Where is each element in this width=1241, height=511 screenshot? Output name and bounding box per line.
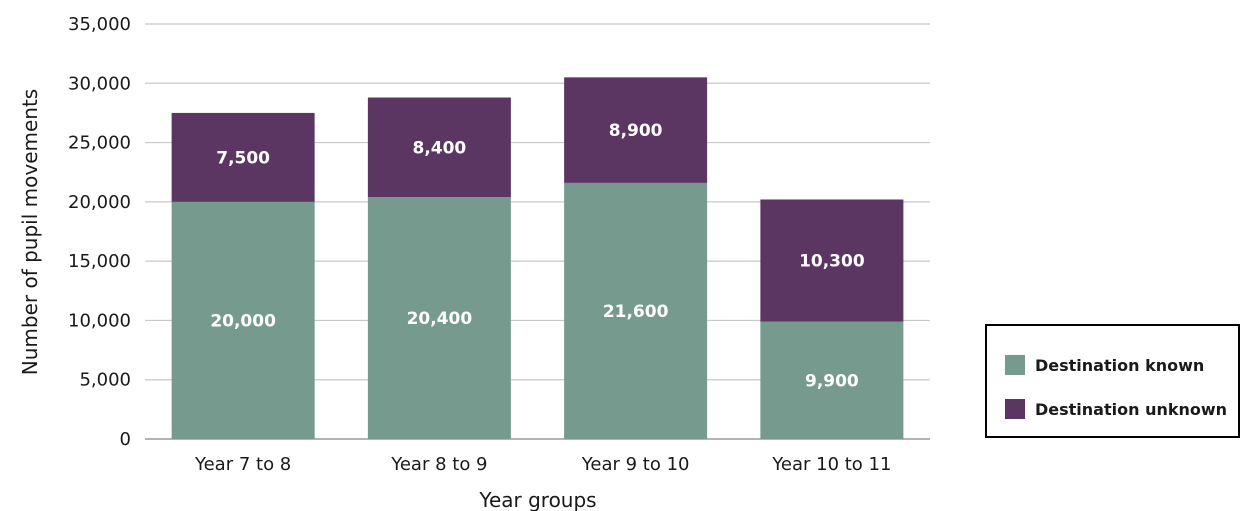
y-axis-title: Number of pupil movements — [18, 89, 42, 375]
data-label-destination-known: 9,900 — [805, 371, 859, 391]
y-tick-label: 0 — [120, 429, 131, 450]
data-label-destination-unknown: 8,900 — [609, 121, 663, 141]
x-tick-label: Year 8 to 9 — [390, 454, 487, 475]
data-label-destination-unknown: 10,300 — [799, 252, 865, 272]
bar-destination-unknown-year-8-to-9 — [367, 97, 511, 198]
y-tick-label: 25,000 — [68, 133, 131, 154]
y-tick-label: 15,000 — [68, 251, 131, 272]
legend-item-destination-unknown: Destination unknown — [1005, 399, 1227, 419]
bar-destination-unknown-year-10-to-11 — [760, 199, 904, 322]
y-tick-label: 10,000 — [68, 310, 131, 331]
legend-label-destination-unknown: Destination unknown — [1035, 399, 1228, 419]
bar-data-labels: 20,000 7,500 20,400 8,400 21,600 8,900 9,900 10… — [210, 121, 865, 391]
x-axis-title: Year groups — [478, 488, 596, 511]
y-tick-label: 30,000 — [68, 73, 131, 94]
legend: Destination known Destination unknown — [985, 324, 1240, 438]
data-label-destination-known: 21,600 — [603, 302, 669, 322]
legend-swatch-destination-unknown — [1005, 399, 1025, 419]
bar-destination-known-year-7-to-8 — [171, 201, 315, 439]
bar-destination-known-year-10-to-11 — [760, 321, 904, 439]
y-tick-label: 20,000 — [68, 192, 131, 213]
legend-swatch-destination-known — [1005, 355, 1025, 375]
bar-destination-known-year-8-to-9 — [367, 197, 511, 439]
bar-destination-unknown-year-7-to-8 — [171, 112, 315, 202]
data-label-destination-known: 20,000 — [210, 311, 276, 331]
legend-label-destination-known: Destination known — [1035, 355, 1205, 375]
bar-destination-known-year-9-to-10 — [564, 182, 708, 439]
x-axis-ticks: Year 7 to 8 Year 8 to 9 Year 9 to 10 Year 1… — [194, 454, 891, 475]
y-axis-ticks: 0 5,000 10,000 15,000 20,000 25,000 30,000 35,0… — [68, 14, 131, 450]
data-label-destination-known: 20,400 — [407, 309, 473, 329]
x-tick-label: Year 10 to 11 — [771, 454, 891, 475]
x-tick-label: Year 7 to 8 — [194, 454, 291, 475]
data-label-destination-unknown: 7,500 — [216, 148, 270, 168]
x-tick-label: Year 9 to 10 — [581, 454, 690, 475]
y-tick-label: 5,000 — [79, 370, 131, 391]
bar-destination-unknown-year-9-to-10 — [564, 77, 708, 183]
legend-item-destination-known: Destination known — [1005, 355, 1204, 375]
y-tick-label: 35,000 — [68, 14, 131, 35]
data-label-destination-unknown: 8,400 — [412, 138, 466, 158]
bars — [171, 77, 904, 439]
